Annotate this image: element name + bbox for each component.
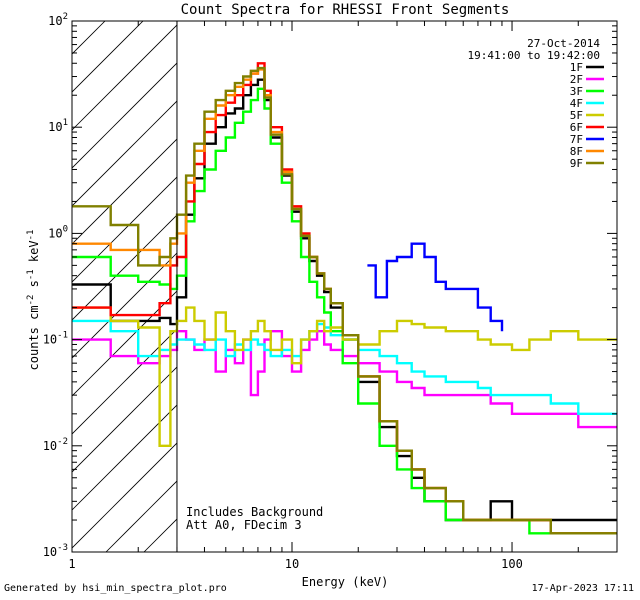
annotation-attenuator: Att A0, FDecim 3 <box>186 518 302 532</box>
hatch-line <box>72 62 177 169</box>
legend-label-4f: 4F <box>570 97 583 110</box>
annotation-background: Includes Background <box>186 505 323 519</box>
hatch-line <box>72 366 177 473</box>
x-axis-label: Energy (keV) <box>302 575 389 589</box>
hatch-line <box>72 404 177 511</box>
excluded-energy-region <box>0 0 177 552</box>
hatch-line <box>0 0 110 552</box>
legend-label-1f: 1F <box>570 61 583 74</box>
hatch-line <box>72 214 177 321</box>
y-tick-label: 10-2 <box>43 437 68 453</box>
hatch-line <box>143 518 177 552</box>
series-line-1f <box>72 78 617 522</box>
y-tick-label: 102 <box>48 12 68 28</box>
hatch-line <box>72 138 177 245</box>
y-tick-label: 100 <box>48 224 68 240</box>
legend-label-6f: 6F <box>570 121 583 134</box>
x-tick-label: 1 <box>68 557 75 571</box>
y-tick-label: 10-1 <box>43 331 68 347</box>
y-tick-label: 10-3 <box>43 543 68 559</box>
series-lines <box>72 62 617 535</box>
x-axis-ticks: 1 10 100 <box>68 21 618 571</box>
series-line-6f <box>72 62 617 535</box>
hatch-line <box>0 0 72 552</box>
y-axis-label: counts cm-2 s-1 keV-1 <box>26 230 41 371</box>
series-line-9f <box>72 66 617 535</box>
y-tick-label: 101 <box>48 118 68 134</box>
legend-label-8f: 8F <box>570 145 583 158</box>
x-tick-label: 100 <box>501 557 523 571</box>
plot-frame <box>71 20 618 553</box>
hatch-line <box>72 176 177 283</box>
legend-label-5f: 5F <box>570 109 583 122</box>
series-line-7f <box>367 242 504 332</box>
series-line-5f <box>72 306 617 447</box>
hatch-line <box>72 24 177 131</box>
chart-title: Count Spectra for RHESSI Front Segments <box>181 2 510 18</box>
series-line-4f <box>72 319 617 415</box>
legend-label-3f: 3F <box>570 85 583 98</box>
series-line-8f <box>72 68 617 535</box>
legend-label-9f: 9F <box>570 157 583 170</box>
hatch-line <box>72 442 177 549</box>
legend-label-7f: 7F <box>570 133 583 146</box>
generated-by-note: Generated by hsi_min_spectra_plot.pro <box>4 583 227 594</box>
hatch-line <box>72 328 177 435</box>
time-range: 19:41:00 to 19:42:00 <box>468 49 600 62</box>
x-tick-label: 10 <box>285 557 299 571</box>
observation-date: 27-Oct-2014 <box>527 37 600 50</box>
legend-label-2f: 2F <box>570 73 583 86</box>
y-axis-ticks: 10-3 10-2 10-1 100 101 102 <box>43 12 617 559</box>
hatch-line <box>72 290 177 397</box>
generation-timestamp: 17-Apr-2023 17:11 <box>531 583 634 594</box>
series-line-2f <box>72 330 617 429</box>
